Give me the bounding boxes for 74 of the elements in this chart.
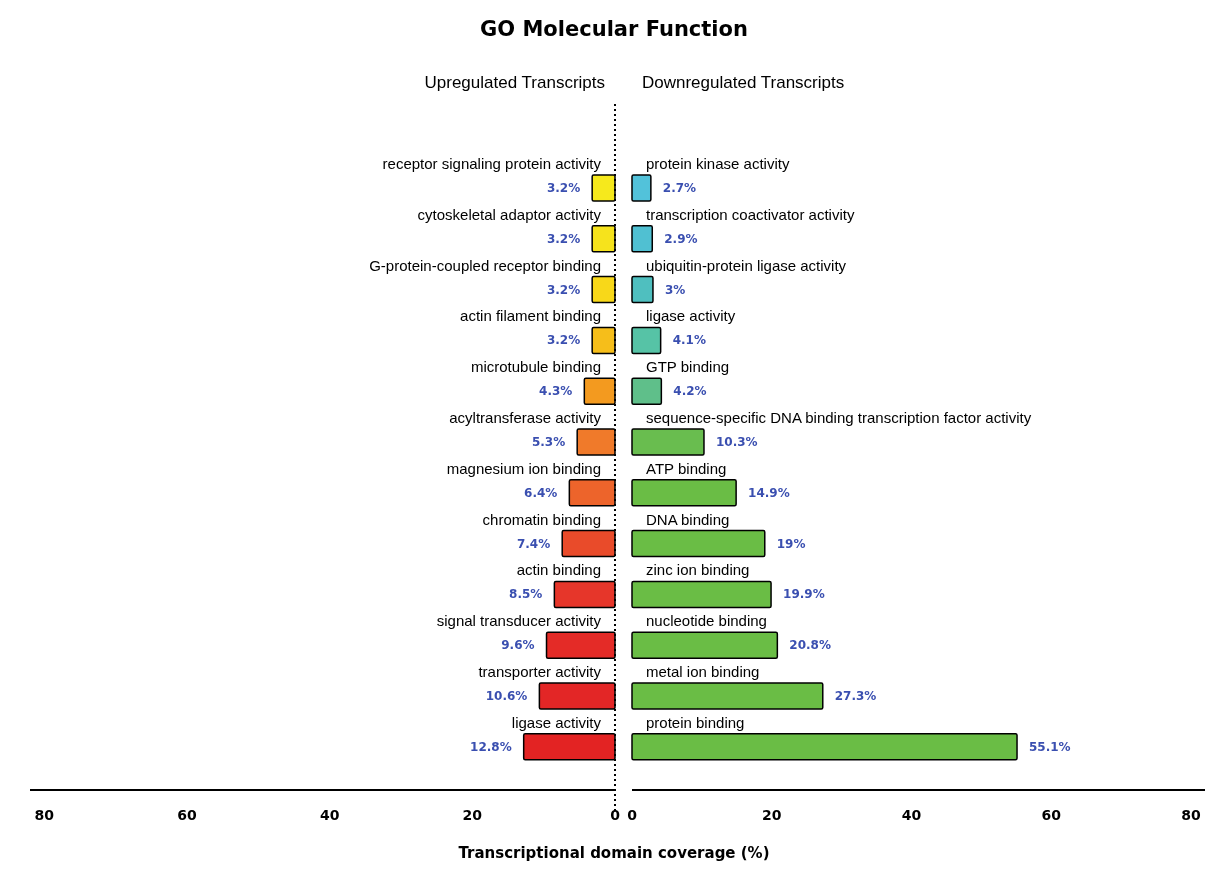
x-tick-label: 0 (627, 807, 638, 823)
y-tick-label: DNA binding (646, 510, 730, 528)
y-tick-label: chromatin binding (482, 510, 601, 528)
y-tick-label: metal ion binding (646, 663, 760, 680)
data-label: 2.9% (664, 231, 698, 246)
data-label: 20.8% (789, 638, 831, 653)
y-tick-label: ubiquitin-protein ligase activity (646, 256, 847, 274)
x-tick-label: 40 (901, 807, 922, 823)
y-tick-label: ATP binding (646, 459, 727, 477)
y-tick-label: transporter activity (478, 663, 602, 680)
chart-subtitle: Downregulated Transcripts (642, 73, 845, 92)
y-tick-label: nucleotide binding (646, 612, 767, 630)
data-label: 3% (664, 282, 686, 297)
data-label: 19% (776, 536, 806, 551)
data-label: 7.4% (516, 536, 551, 551)
bar (631, 580, 772, 609)
y-tick-label: magnesium ion binding (446, 459, 601, 477)
data-label: 55.1% (1029, 739, 1071, 754)
data-label: 14.9% (748, 485, 790, 500)
y-tick-label: zinc ion binding (646, 561, 750, 579)
y-tick-label: transcription coactivator activity (646, 205, 855, 223)
chart-title: GO Molecular Function (480, 17, 748, 41)
data-label: 12.8% (470, 739, 512, 754)
data-label: 27.3% (834, 689, 877, 703)
data-label: 2.7% (662, 181, 697, 195)
bar (631, 529, 766, 558)
data-label: 6.4% (524, 485, 558, 500)
data-label: 5.3% (531, 435, 566, 449)
bar (631, 174, 652, 202)
y-tick-label: actin filament binding (460, 307, 601, 325)
bar (631, 377, 663, 405)
y-tick-label: protein kinase activity (646, 155, 790, 172)
x-tick-label: 40 (319, 807, 340, 823)
y-tick-label: ligase activity (511, 713, 602, 731)
x-tick-label: 60 (1041, 807, 1062, 823)
y-tick-label: microtubule binding (470, 358, 601, 376)
y-tick-label: ligase activity (646, 307, 736, 325)
bar (631, 631, 779, 659)
data-label: 4.3% (539, 384, 573, 399)
bar (631, 682, 824, 710)
data-label: 19.9% (783, 587, 825, 602)
bar (631, 428, 705, 456)
y-tick-label: signal transducer activity (436, 612, 602, 630)
y-tick-label: actin binding (516, 561, 601, 579)
data-label: 9.6% (501, 638, 535, 653)
data-label: 3.2% (546, 333, 581, 348)
y-tick-label: acyltransferase activity (449, 409, 602, 426)
data-label: 3.2% (546, 231, 581, 246)
bar (631, 225, 654, 253)
x-tick-label: 0 (610, 807, 621, 823)
data-label: 3.2% (546, 282, 581, 297)
chart-subtitle: Upregulated Transcripts (424, 73, 605, 92)
x-tick-label: 20 (762, 807, 782, 823)
y-tick-label: GTP binding (646, 358, 730, 376)
data-label: 3.2% (546, 181, 581, 195)
bar (631, 479, 737, 507)
data-label: 10.6% (485, 689, 528, 703)
bar (631, 326, 662, 355)
bar (631, 733, 1018, 761)
y-tick-label: protein binding (646, 713, 745, 731)
x-tick-label: 80 (1181, 807, 1202, 823)
data-label: 10.3% (715, 435, 758, 449)
x-tick-label: 20 (462, 807, 483, 823)
x-tick-label: 60 (177, 807, 197, 823)
y-tick-label: G-protein-coupled receptor binding (369, 256, 601, 274)
data-label: 4.1% (672, 333, 706, 348)
data-label: 8.5% (509, 587, 543, 602)
x-axis-title: Transcriptional domain coverage (%) (458, 844, 770, 862)
y-tick-label: receptor signaling protein activity (382, 155, 602, 172)
data-label: 4.2% (673, 384, 707, 399)
bar (631, 275, 654, 304)
x-tick-label: 80 (34, 807, 55, 823)
y-tick-label: cytoskeletal adaptor activity (417, 205, 602, 223)
y-tick-label: sequence-specific DNA binding transcription factor activity (646, 409, 1032, 426)
